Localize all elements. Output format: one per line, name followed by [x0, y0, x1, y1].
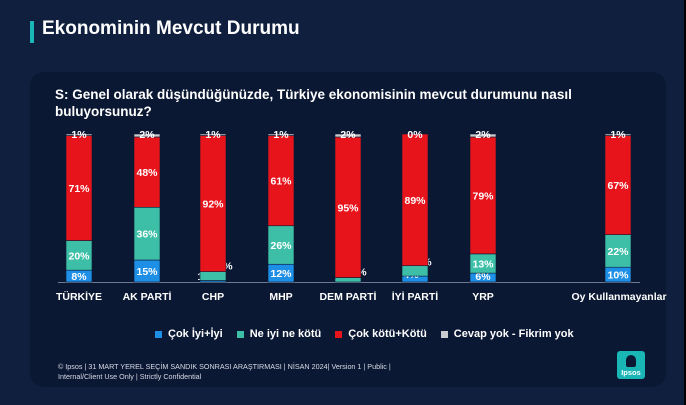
- data-label: 10%: [607, 270, 629, 282]
- legend-item: Çok kötü+Kötü: [335, 328, 427, 340]
- survey-question: S: Genel olarak düşündüğünüzde, Türkiye …: [55, 87, 572, 119]
- category-label: YRP: [472, 291, 494, 303]
- page-title: Ekonominin Mevcut Durumu: [42, 18, 300, 39]
- data-label: 13%: [472, 259, 494, 271]
- bar-segment: [334, 133, 362, 138]
- category-label: Oy Kullanmayanlar: [571, 291, 666, 303]
- bar-segment: [133, 206, 161, 261]
- data-label: 92%: [202, 199, 224, 211]
- legend-item: Çok İyi+İyi: [155, 328, 223, 340]
- ipsos-logo: Ipsos: [617, 351, 645, 379]
- bar-segment: [604, 133, 632, 136]
- data-label: 71%: [68, 183, 90, 195]
- data-label: 12%: [270, 268, 292, 280]
- data-label: 1%: [71, 129, 87, 141]
- legend-item: Ne iyi ne kötü: [236, 328, 322, 340]
- bar-segment: [469, 133, 497, 138]
- data-label: 61%: [270, 176, 292, 188]
- bar-segment: [267, 135, 295, 227]
- data-label: 20%: [68, 250, 90, 262]
- legend-swatch: [155, 330, 162, 338]
- bar-segment: [65, 135, 93, 241]
- bar-segment: [267, 225, 295, 265]
- data-label: 67%: [607, 180, 629, 192]
- legend-label: Ne iyi ne kötü: [249, 328, 322, 340]
- bar-segment: [65, 133, 93, 136]
- data-label: 2%: [139, 129, 155, 141]
- legend-swatch: [335, 330, 343, 338]
- legend-swatch: [236, 330, 244, 338]
- category-label: MHP: [269, 291, 292, 303]
- title-accent-bar: [30, 21, 34, 43]
- bar-segment: [267, 133, 295, 136]
- data-label: 1%: [610, 129, 626, 141]
- data-label: 2%: [475, 129, 491, 141]
- category-label: DEM PARTİ: [320, 290, 377, 303]
- data-label: 0%: [407, 129, 423, 141]
- bar-segment: [199, 135, 227, 272]
- bar-segment: [199, 271, 227, 281]
- data-label: 48%: [136, 167, 158, 179]
- data-label: 36%: [136, 229, 158, 241]
- bar-segment: [469, 136, 497, 255]
- data-label: 2%: [340, 129, 356, 141]
- bar-segment: [604, 234, 632, 268]
- bar-segment: [401, 133, 429, 267]
- data-label: 15%: [136, 266, 158, 278]
- chart-legend: Çok İyi+İyi Ne iyi ne kötü Çok kötü+Kötü…: [155, 328, 588, 340]
- data-label: 95%: [337, 202, 359, 214]
- legend-label: Çok kötü+Kötü: [348, 328, 427, 340]
- category-label: AK PARTİ: [123, 290, 172, 303]
- bar-segment: [334, 136, 362, 278]
- data-label: 79%: [472, 190, 494, 202]
- bar-segment: [199, 133, 227, 136]
- bar-segment: [133, 133, 161, 138]
- legend-label: Çok İyi+İyi: [168, 328, 223, 340]
- data-label: 22%: [607, 246, 629, 258]
- logo-text: Ipsos: [621, 368, 641, 377]
- legend-item: Cevap yok - Fikrim yok: [440, 328, 574, 340]
- data-label: 26%: [270, 240, 292, 252]
- data-label: 1%: [205, 129, 221, 141]
- data-label: 89%: [404, 195, 426, 207]
- bar-segment: [133, 136, 161, 208]
- legend-label: Cevap yok - Fikrim yok: [453, 328, 574, 340]
- slide-edge: [684, 0, 686, 405]
- category-label: İYİ PARTİ: [392, 290, 439, 303]
- footer-note: © Ipsos | 31 MART YEREL SEÇİM SANDIK SON…: [58, 362, 391, 381]
- legend-swatch: [440, 330, 448, 338]
- data-label: 1%: [273, 129, 289, 141]
- logo-mark-icon: [626, 355, 636, 367]
- data-label: 6%: [475, 271, 491, 283]
- category-label: TÜRKİYE: [56, 290, 102, 303]
- data-label: 8%: [71, 271, 87, 283]
- category-label: CHP: [202, 291, 224, 303]
- bar-segment: [65, 240, 93, 271]
